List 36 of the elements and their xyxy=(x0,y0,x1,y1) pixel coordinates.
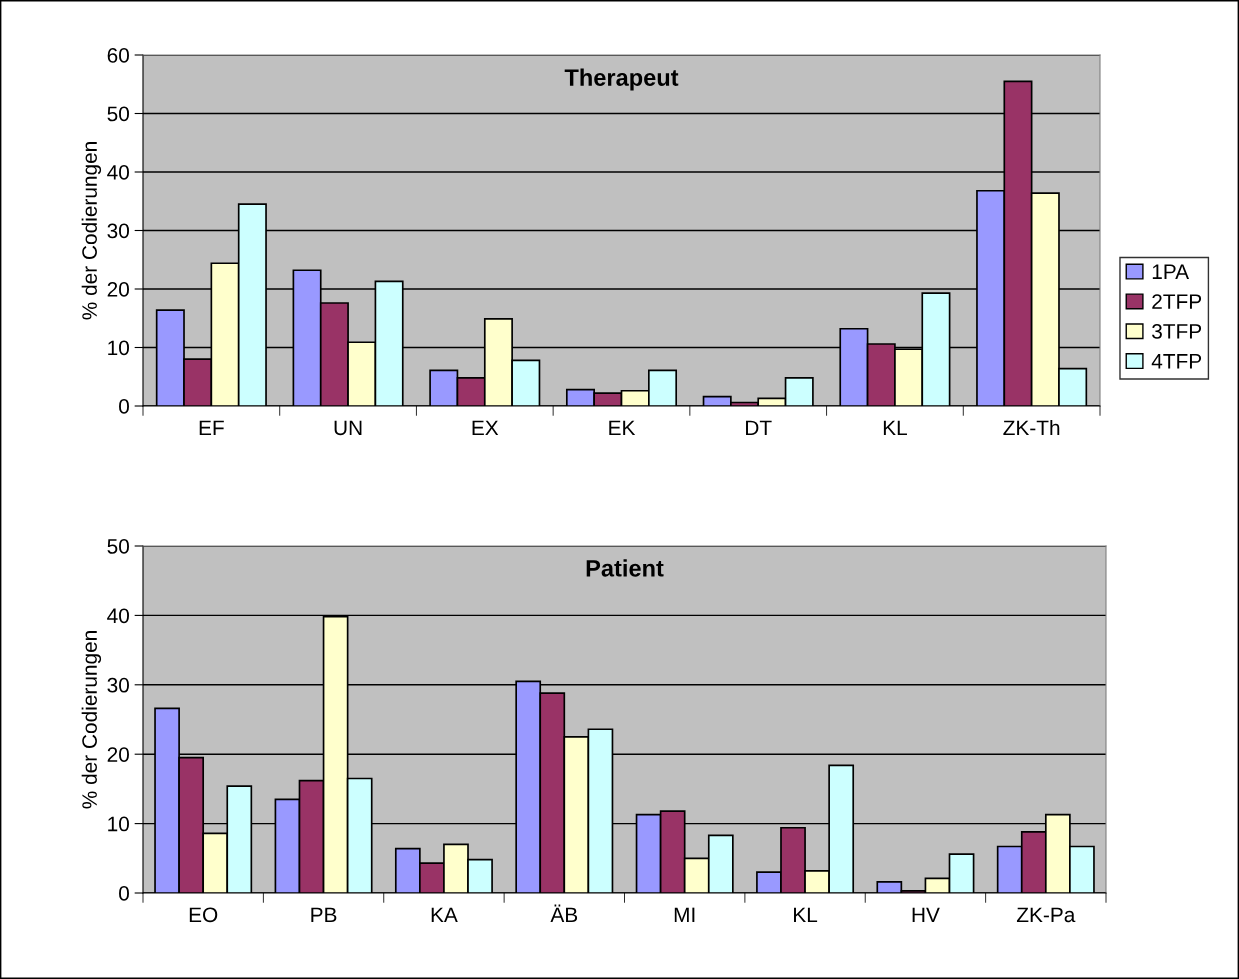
y-axis-title: % der Codierungen xyxy=(81,142,102,320)
x-tick-label: DT xyxy=(746,420,772,435)
legend-label: 2TFP xyxy=(1152,294,1202,309)
x-tick-label: EX xyxy=(472,420,499,435)
y-tick-label: 50 xyxy=(107,539,129,554)
x-tick-label: MI xyxy=(674,907,695,922)
legend-label: 3TFP xyxy=(1152,324,1202,339)
y-tick-label: 40 xyxy=(107,608,129,624)
y-tick-label: 10 xyxy=(108,816,129,832)
y-tick-label: 40 xyxy=(107,165,129,180)
x-tick-label: EF xyxy=(199,420,224,435)
x-tick-label: HV xyxy=(912,907,940,922)
x-tick-label: KL xyxy=(883,420,907,435)
x-tick-label: KA xyxy=(431,907,458,922)
y-tick-label: 0 xyxy=(119,886,129,901)
y-tick-label: 20 xyxy=(107,747,129,762)
x-tick-label: KL xyxy=(794,907,818,922)
x-tick-label: ÄB xyxy=(550,904,578,922)
x-tick-label: EO xyxy=(189,907,218,923)
text: Therapeut xyxy=(564,68,679,91)
x-tick-label: PB xyxy=(311,907,337,922)
y-tick-label: 20 xyxy=(107,282,129,297)
x-tick-label: UN xyxy=(334,420,362,436)
y-tick-label: 10 xyxy=(108,340,129,356)
y-tick-label: 50 xyxy=(107,106,129,122)
y-axis-title: % der Codierungen xyxy=(81,631,102,809)
x-tick-label: EK xyxy=(609,420,636,435)
legend-label: 4TFP xyxy=(1151,354,1202,369)
y-tick-label: 30 xyxy=(107,223,129,239)
x-tick-label: ZK-Th xyxy=(1003,419,1060,435)
x-tick-label: ZK-Pa xyxy=(1016,907,1076,923)
chart-title: Patient xyxy=(586,559,664,577)
y-tick-label: 0 xyxy=(119,399,129,414)
y-tick-label: 60 xyxy=(107,48,129,63)
y-tick-label: 30 xyxy=(107,677,129,693)
legend-label: 1PA xyxy=(1152,264,1190,279)
